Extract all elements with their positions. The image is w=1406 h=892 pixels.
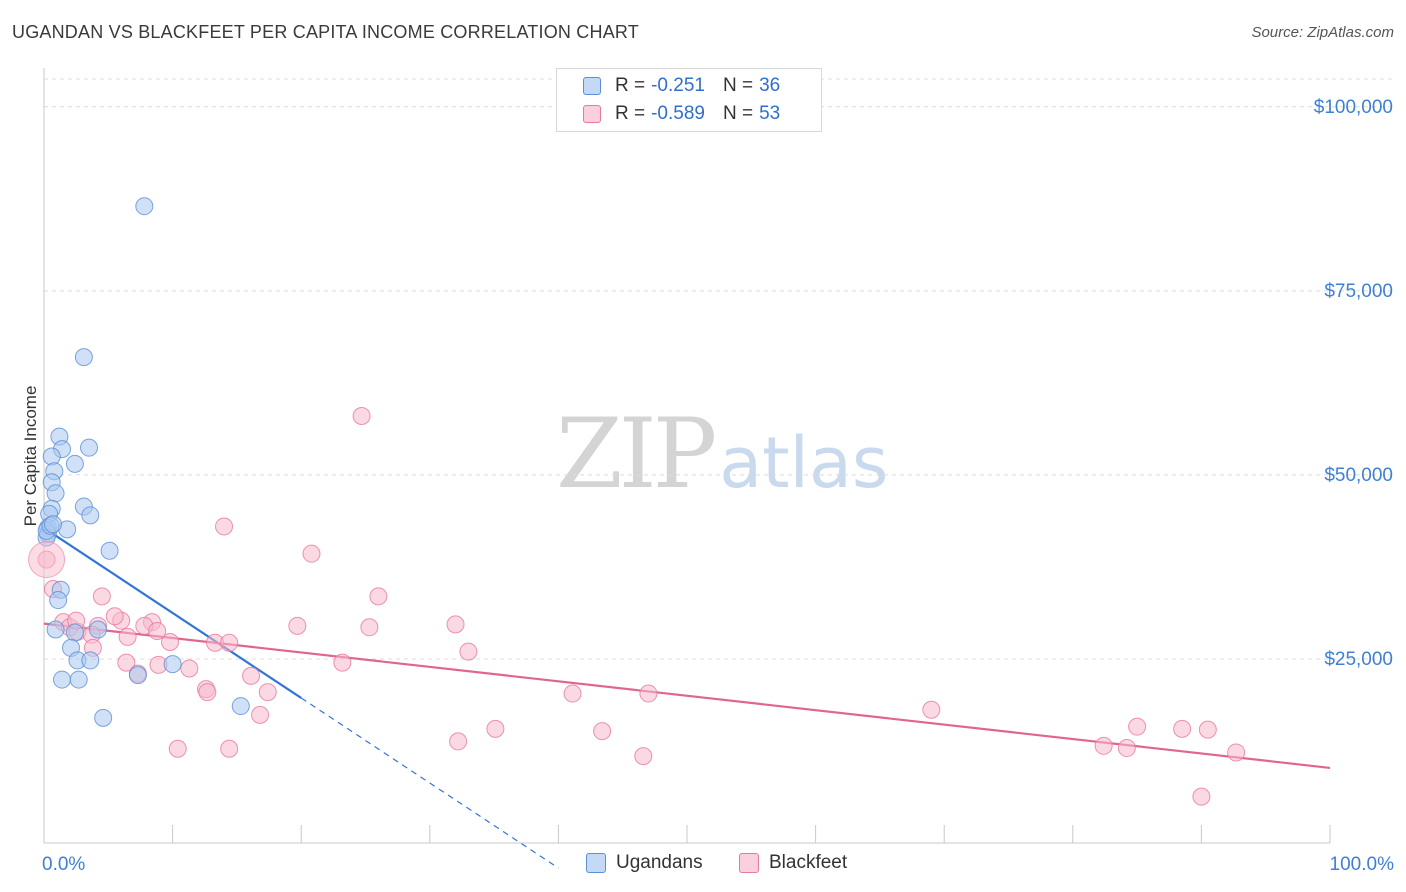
blackfeet-point: [288, 616, 307, 635]
blackfeet-point-large: [28, 541, 66, 579]
ugandans-point: [100, 541, 119, 560]
correlation-legend: R = -0.251 N = 36 R = -0.589 N = 53: [556, 68, 822, 132]
blackfeet-point: [639, 684, 658, 703]
blackfeet-point: [1198, 720, 1217, 739]
blackfeet-point: [168, 739, 187, 758]
blackfeet-point: [352, 407, 371, 426]
legend-r-value: -0.589: [651, 103, 705, 124]
blackfeet-legend-swatch: [739, 853, 759, 873]
ugandans-point: [128, 666, 147, 685]
blackfeet-point: [105, 607, 124, 626]
blackfeet-point: [1227, 743, 1246, 762]
blackfeet-point: [180, 659, 199, 678]
blackfeet-point: [198, 683, 217, 702]
label-layer: $25,000 $50,000 $75,000 $100,000 0.0% 100.0% P…: [21, 97, 1394, 875]
blackfeet-point: [251, 705, 270, 724]
blackfeet-point: [593, 722, 612, 741]
blackfeet-point: [302, 544, 321, 563]
blackfeet-point: [1117, 739, 1136, 758]
watermark-zip: ZIP: [556, 398, 717, 510]
blackfeet-point: [1173, 719, 1192, 738]
ugandans-point: [46, 620, 65, 639]
blackfeet-trend-line: [43, 622, 1331, 770]
watermark-atlas: atlas: [719, 422, 889, 504]
legend-row-blackfeet: R = -0.589 N = 53: [557, 101, 780, 127]
blackfeet-point: [220, 739, 239, 758]
chart-title: UGANDAN VS BLACKFEET PER CAPITA INCOME C…: [12, 22, 639, 42]
blackfeet-point: [117, 653, 136, 672]
ugandans-point: [231, 697, 250, 716]
series-legend: Ugandans Blackfeet: [0, 852, 1406, 876]
legend-item-ugandans[interactable]: Ugandans: [586, 852, 703, 874]
blackfeet-point: [922, 700, 941, 719]
ugandans-point: [163, 655, 182, 674]
grid-layer: [44, 78, 1394, 660]
legend-n-label: N =: [722, 75, 754, 96]
x-tick-label-min: 0.0%: [42, 854, 85, 875]
blackfeet-point: [333, 653, 352, 672]
trend-layer: [43, 526, 1331, 869]
ugandans-point: [135, 197, 154, 216]
ugandans-point: [46, 484, 65, 503]
legend-item-blackfeet[interactable]: Blackfeet: [739, 852, 847, 874]
legend-n-label: N =: [722, 103, 754, 124]
blackfeet-point: [360, 618, 379, 637]
ugandans-point: [49, 591, 68, 610]
y-tick-label: $50,000: [1324, 465, 1393, 486]
ugandans-point: [44, 515, 63, 534]
ugandans-point: [89, 620, 108, 639]
blackfeet-point: [148, 621, 167, 640]
legend-r-label: R =: [615, 75, 646, 96]
blackfeet-point: [449, 732, 468, 751]
ugandans-point: [42, 447, 61, 466]
blackfeet-point: [1192, 787, 1211, 806]
y-tick-label: $25,000: [1324, 649, 1393, 670]
y-tick-label: $75,000: [1324, 281, 1393, 302]
ugandans-swatch: [583, 77, 601, 95]
legend-row-ugandans: R = -0.251 N = 36: [557, 73, 780, 99]
blackfeet-point: [486, 719, 505, 738]
legend-r-value: -0.251: [651, 75, 705, 96]
legend-n-value: 36: [759, 75, 781, 96]
y-tick-label: $100,000: [1314, 97, 1393, 118]
ugandans-point: [65, 454, 84, 473]
legend-r-label: R =: [615, 103, 646, 124]
ugandans-point: [80, 438, 99, 457]
blackfeet-point: [258, 683, 277, 702]
source-label: Source: ZipAtlas.com: [1251, 24, 1394, 41]
ugandans-point: [74, 348, 93, 367]
blackfeet-point: [563, 684, 582, 703]
blackfeet-point: [242, 666, 261, 685]
ugandans-point: [53, 670, 72, 689]
blackfeet-point: [118, 627, 137, 646]
blackfeet-point: [220, 633, 239, 652]
blackfeet-point: [92, 587, 111, 606]
blackfeet-point: [446, 615, 465, 634]
blackfeet-point: [459, 642, 478, 661]
y-axis-label: Per Capita Income: [21, 386, 40, 527]
ugandans-trend-line: [43, 526, 302, 699]
blackfeet-point: [215, 517, 234, 536]
ugandans-point: [69, 670, 88, 689]
ugandans-point: [65, 623, 84, 642]
blackfeet-point: [634, 747, 653, 766]
ugandans-point: [81, 506, 100, 525]
blackfeet-point: [1094, 736, 1113, 755]
zipatlas-watermark: ZIPatlas: [556, 398, 888, 510]
points-layer: [28, 197, 1246, 806]
blackfeet-swatch: [583, 105, 601, 123]
ugandans-point: [94, 708, 113, 727]
ugandans-legend-label: Ugandans: [616, 852, 703, 873]
ugandans-point: [81, 651, 100, 670]
ugandans-trend-extension: [300, 697, 559, 869]
blackfeet-point: [1128, 717, 1147, 736]
ugandans-legend-swatch: [586, 853, 606, 873]
legend-n-value: 53: [759, 103, 781, 124]
blackfeet-point: [161, 633, 180, 652]
blackfeet-point: [369, 587, 388, 606]
blackfeet-legend-label: Blackfeet: [769, 852, 848, 873]
x-tick-label-max: 100.0%: [1330, 854, 1395, 875]
